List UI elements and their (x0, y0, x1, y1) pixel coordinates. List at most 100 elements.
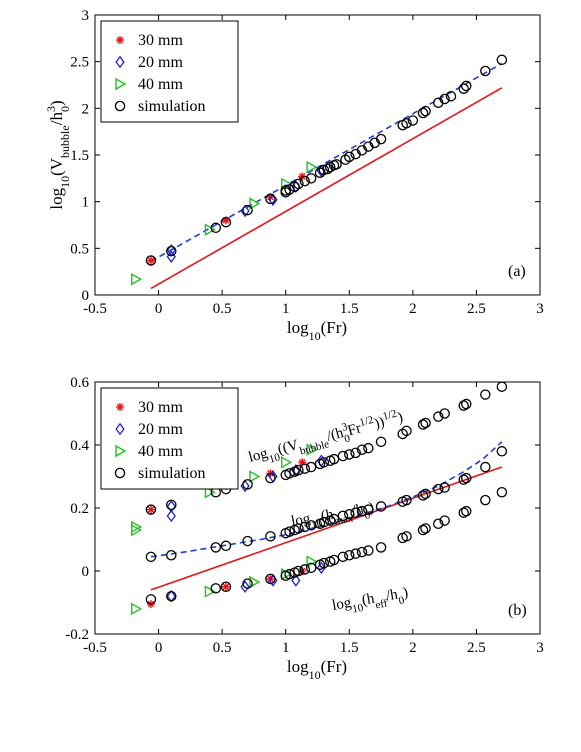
data-point-sim_mid (318, 516, 330, 528)
data-point-sim_mid (363, 504, 374, 515)
x-tick-label: 1.5 (340, 640, 359, 656)
data-point-sim_mid (220, 540, 232, 552)
annotation-bubble-volume: log10((Vbubble/(h30Fr1/2))1/2) (246, 406, 406, 470)
data-point-sim (496, 54, 508, 66)
data-point-sim_mid (166, 550, 177, 561)
data-point-mm40 (306, 443, 318, 456)
data-point-sim_mid (433, 483, 444, 495)
y-tick-label: 0 (82, 564, 90, 580)
data-point-sim_top (439, 408, 450, 419)
data-point-sim_mid (480, 461, 491, 473)
data-point-sim_top (337, 450, 349, 462)
data-point-sim_mid (210, 542, 222, 553)
data-point-sim_top (401, 425, 412, 437)
y-tick-label: 1 (82, 195, 90, 211)
data-point-mm40 (204, 585, 216, 598)
legend-marker-40mm (115, 77, 127, 91)
data-point-sim (220, 216, 232, 228)
x-tick-label: 0.5 (213, 301, 232, 317)
data-point-sim (458, 83, 469, 94)
ticks-a: -0.5 0 0.5 1 1.5 2 2.5 300.511.522.53 (70, 8, 544, 317)
legend-marker-20mm (115, 422, 125, 436)
data-point-sim (420, 105, 431, 117)
legend-entry-simulation-b: simulation (138, 465, 206, 482)
data-point-sim_mid (375, 501, 387, 512)
data-point-sim_top (344, 449, 355, 460)
data-point-sim_bot (166, 590, 177, 602)
legend-box-a (100, 20, 239, 123)
data-point-sim_bot (305, 562, 317, 574)
x-tick-label: 2 (409, 640, 417, 656)
y-tick-label: 2 (82, 101, 90, 117)
data-point-sim_bot (496, 486, 508, 498)
legend-entry-30mm-b: 30 mm (138, 399, 183, 416)
legend-marker-40mm (115, 444, 127, 458)
data-point-sim_mid (350, 507, 361, 518)
legend-marker-30mm (116, 403, 124, 411)
data-point-sim_bot (284, 568, 295, 580)
data-point-mm30 (146, 256, 155, 265)
data-point-mm30 (221, 582, 230, 591)
legend-box-b (100, 387, 239, 490)
legend-markers-a (114, 36, 127, 112)
data-point-sim_top (242, 479, 253, 490)
x-axis-label-b: log10(Fr) (287, 657, 347, 682)
legend-entry-20mm-b: 20 mm (138, 421, 183, 438)
data-point-sim_mid (293, 523, 304, 534)
data-point-sim_bot (433, 518, 444, 530)
x-tick-label: 1 (282, 640, 290, 656)
data-point-sim_top (461, 398, 472, 410)
data-point-sim_top (166, 499, 177, 511)
data-point-sim_mid (145, 551, 157, 563)
data-point-sim_bot (461, 505, 472, 517)
data-point-sim_mid (299, 521, 311, 533)
legend-markers-b (114, 403, 127, 479)
data-point-sim_mid (284, 526, 295, 537)
data-point-sim (145, 255, 157, 266)
data-point-sim (445, 90, 457, 102)
data-point-sim_mid (417, 490, 429, 501)
x-tick-label: 0.5 (213, 640, 232, 656)
data-point-sim_top (458, 400, 469, 411)
legend-entry-simulation-a: simulation (138, 98, 206, 115)
x-tick-label: 0 (155, 301, 163, 317)
y-tick-label: 0.2 (70, 501, 89, 517)
data-point-sim (344, 151, 355, 163)
data-point-sim_bot (480, 494, 491, 506)
legend-marker-simulation (114, 100, 126, 112)
fit-line-solid (150, 466, 503, 591)
chart-panel-b: -0.5 0 0.5 1 1.5 2 2.5 3 -0.2 0 0.2 0.4 0.6 log10(Fr… (65, 375, 544, 682)
data-point-sim_top (356, 444, 368, 455)
legend-marker-20mm (115, 55, 125, 69)
data-point-sim (318, 164, 330, 176)
data-point-sim_mid (242, 535, 253, 547)
data-point-sim (417, 107, 429, 119)
data-point-sim_top (496, 382, 508, 392)
data-point-mm40 (130, 602, 143, 615)
data-point-sim_mid (344, 509, 355, 520)
data-point-sim_top (318, 457, 330, 468)
data-point-mm40 (130, 523, 143, 537)
data-point-mm20 (240, 580, 250, 594)
data-point-sim (439, 93, 450, 105)
data-point-mm30 (146, 505, 155, 514)
data-point-sim_top (375, 436, 387, 448)
x-tick-label: 3 (536, 640, 544, 656)
y-tick-label: 2.5 (70, 55, 89, 71)
data-point-sim (284, 184, 295, 195)
data-point-sim_bot (439, 515, 450, 526)
data-point-sim_top (265, 472, 276, 484)
data-point-sim (299, 175, 311, 187)
x-axis-label-a: log10(Fr) (287, 318, 347, 343)
data-point-sim_bot (417, 524, 429, 536)
data-point-sim (331, 159, 342, 170)
data-point-sim (407, 115, 419, 126)
marks-a (130, 54, 508, 286)
data-point-mm40 (130, 272, 143, 286)
x-tick-label: 2.5 (467, 301, 486, 317)
data-point-sim_bot (299, 564, 311, 575)
chart-panel-a: -0.5 0 0.5 1 1.5 2 2.5 300.511.522.53 log10(Vbu… (44, 8, 544, 343)
data-point-sim_mid (401, 494, 412, 506)
x-tick-label: 1.5 (340, 301, 359, 317)
data-point-sim (480, 65, 491, 77)
